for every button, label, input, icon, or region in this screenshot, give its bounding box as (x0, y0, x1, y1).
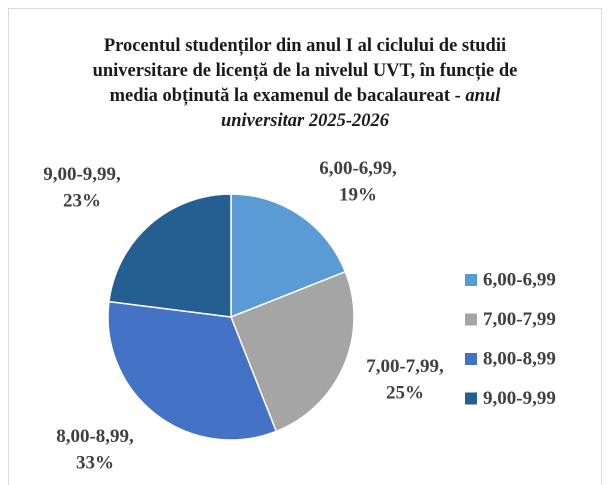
data-label: 6,00-6,99, (319, 158, 397, 179)
data-label: 8,00-8,99, (56, 426, 134, 447)
data-label-value: 23% (63, 190, 101, 211)
data-label-separator: , (116, 164, 121, 185)
pie-slice (107, 300, 278, 441)
legend-swatch (465, 274, 477, 286)
data-label: 9,00-9,99, (43, 164, 121, 185)
chart-title: Procentul studenților din anul I al cicl… (92, 36, 518, 106)
pie-slice (230, 193, 347, 319)
data-label-separator: , (439, 356, 444, 377)
pie-slice (108, 193, 232, 318)
data-label-value: 33% (76, 452, 114, 473)
legend-swatch (465, 392, 477, 405)
legend-label: 9,00-9,99 (483, 388, 556, 409)
pie-slice (230, 270, 355, 433)
data-label-category: 6,00-6,99 (319, 158, 392, 179)
legend-swatch (465, 313, 477, 326)
data-label-category: 8,00-8,99 (56, 426, 129, 447)
data-label-value: 19% (339, 184, 377, 205)
chart-subtitle: anul universitar 2025-2026 (220, 86, 501, 131)
legend-label: 7,00-7,99 (483, 309, 556, 330)
data-label: 7,00-7,99, (366, 356, 444, 377)
data-label-separator: , (129, 426, 134, 447)
chart-title-block: Procentul studenților din anul I al cicl… (70, 34, 540, 134)
data-label-separator: , (392, 158, 397, 179)
legend-label: 8,00-8,99 (483, 348, 556, 369)
data-label-category: 9,00-9,99 (43, 164, 116, 185)
data-label-category: 7,00-7,99 (366, 356, 439, 377)
legend-swatch (465, 353, 477, 365)
chart-frame (8, 8, 602, 485)
data-label-value: 25% (386, 382, 424, 403)
legend-label: 6,00-6,99 (483, 269, 556, 290)
